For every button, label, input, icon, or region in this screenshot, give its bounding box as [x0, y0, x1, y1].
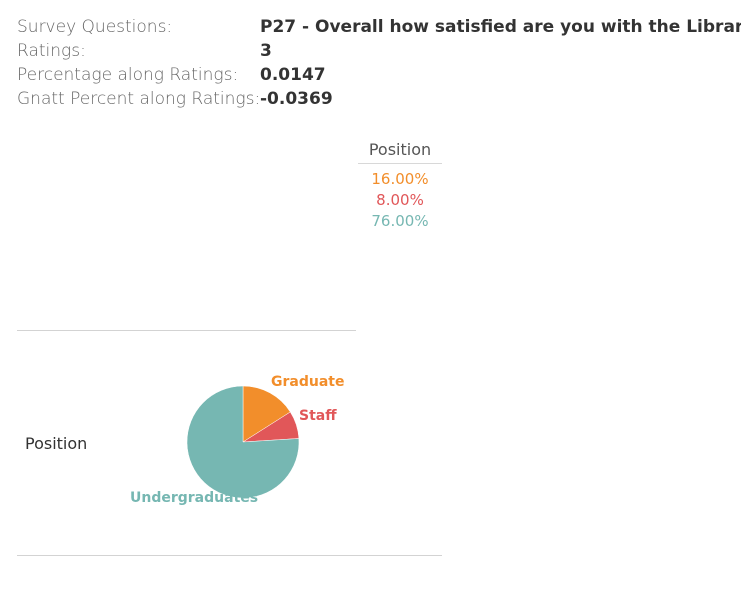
pie-label-staff: Staff	[299, 408, 337, 424]
survey-questions-value: P27 - Overall how satisfied are you with…	[260, 17, 741, 37]
survey-questions-label: Survey Questions:	[17, 17, 173, 37]
pie-slice-graduate[interactable]	[242, 385, 291, 443]
percentage-staff: 8.00%	[376, 191, 424, 209]
column-header-position: Position	[368, 140, 432, 159]
percentage-graduate: 16.00%	[371, 170, 429, 188]
ratings-label: Ratings:	[17, 41, 86, 61]
gnatt-percent-label: Gnatt Percent along Ratings:	[17, 89, 261, 109]
row-divider-bottom	[17, 555, 442, 556]
gnatt-percent-value: -0.0369	[260, 89, 333, 109]
column-header-divider	[358, 163, 442, 164]
percentage-undergraduates: 76.00%	[371, 212, 429, 230]
percentage-label: Percentage along Ratings:	[17, 65, 239, 85]
pie-label-graduate: Graduate	[271, 374, 344, 390]
pie-label-undergraduates: Undergraduates	[130, 490, 258, 506]
row-divider-top	[17, 330, 356, 331]
ratings-value: 3	[260, 41, 272, 61]
percentage-value: 0.0147	[260, 65, 326, 85]
row-header-position: Position	[25, 434, 88, 453]
pie-slice-undergraduates[interactable]	[186, 385, 300, 499]
